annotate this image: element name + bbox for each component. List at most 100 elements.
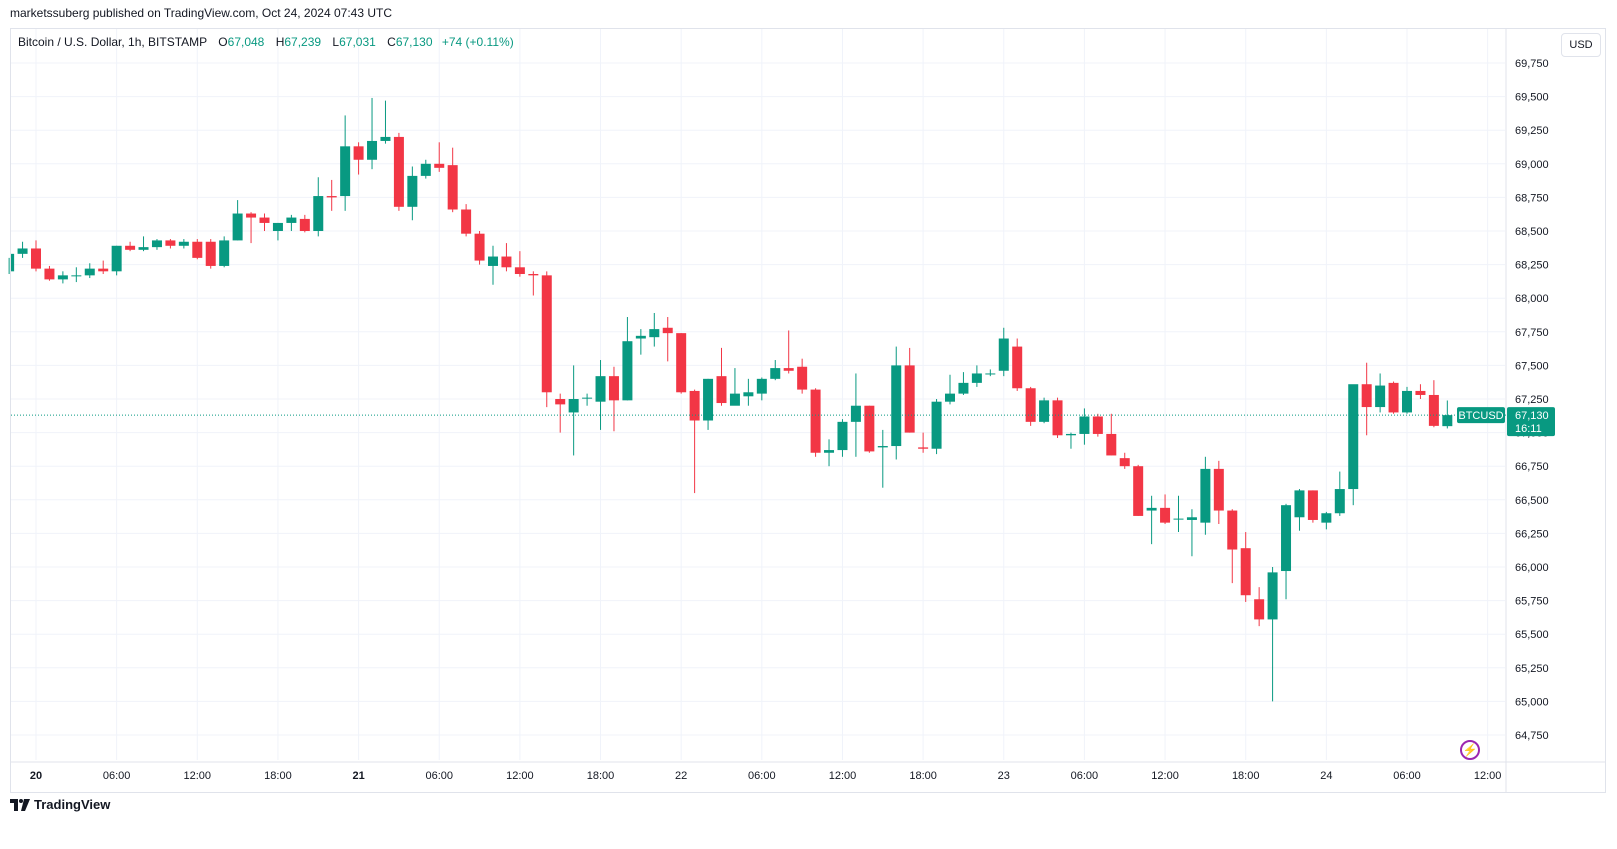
symbol-tag-label: BTCUSD	[1458, 410, 1503, 422]
legend-low: 67,031	[339, 35, 376, 49]
y-tick-label: 68,250	[1515, 260, 1549, 272]
tradingview-logo-icon	[10, 798, 30, 811]
candle-body	[1092, 416, 1103, 434]
y-tick-label: 66,500	[1515, 495, 1549, 507]
candle-body	[1200, 468, 1211, 523]
candle-body	[272, 222, 283, 231]
y-tick-label: 69,750	[1515, 58, 1549, 70]
x-tick-label: 12:00	[829, 770, 857, 782]
y-tick-label: 69,000	[1515, 159, 1549, 171]
candle-body	[407, 175, 418, 207]
candle-body	[918, 447, 929, 449]
y-tick-label: 65,500	[1515, 629, 1549, 641]
candle-body	[98, 268, 109, 272]
candle-body	[44, 268, 55, 280]
y-tick-label: 67,500	[1515, 360, 1549, 372]
candle-body	[1334, 489, 1345, 514]
candle-body	[743, 392, 754, 397]
candle-body	[313, 196, 324, 231]
candle-body	[608, 376, 619, 401]
y-tick-label: 69,250	[1515, 125, 1549, 137]
candle-body	[756, 378, 767, 394]
candle-body	[11, 253, 15, 272]
candle-body	[299, 218, 310, 231]
candle-body	[340, 146, 351, 197]
x-tick-label: 12:00	[1474, 770, 1502, 782]
x-tick-label: 06:00	[1393, 770, 1421, 782]
candle-body	[380, 136, 391, 141]
legend-high-label: H	[275, 35, 285, 49]
legend-open: 67,048	[227, 35, 265, 49]
candle-body	[1281, 505, 1292, 572]
candle-body	[1119, 458, 1130, 467]
candle-body	[353, 146, 364, 160]
lightning-icon[interactable]: ⚡	[1460, 740, 1480, 760]
x-tick-label: 20	[30, 770, 42, 782]
candle-body	[1348, 384, 1359, 490]
candle-body	[568, 399, 579, 413]
candle-body	[461, 209, 472, 234]
candle-body	[864, 405, 875, 452]
candle-body	[528, 274, 539, 276]
candle-body	[31, 248, 41, 269]
candle-body	[837, 421, 848, 451]
candle-body	[1186, 517, 1197, 520]
candle-body	[434, 163, 445, 168]
candle-body	[635, 335, 646, 339]
candle-body	[111, 245, 122, 272]
candle-body	[1267, 572, 1278, 620]
candles	[8, 97, 1453, 702]
candle-body	[1213, 468, 1224, 511]
candle-body	[286, 217, 297, 223]
candle-body	[1415, 390, 1426, 395]
candle-body	[246, 213, 257, 218]
y-tick-label: 64,750	[1515, 730, 1549, 742]
candle-body	[716, 376, 727, 404]
x-tick-label: 18:00	[264, 770, 292, 782]
candle-body	[205, 241, 216, 266]
candle-body	[1375, 385, 1386, 408]
legend-high: 67,239	[284, 35, 322, 49]
candle-body	[259, 217, 270, 223]
candle-body	[541, 275, 552, 393]
candle-body	[71, 275, 82, 277]
candle-body	[783, 368, 794, 371]
candle-body	[1039, 400, 1050, 422]
x-tick-label: 06:00	[748, 770, 776, 782]
candle-body	[447, 165, 458, 210]
candle-body	[649, 329, 660, 338]
y-tick-label: 68,000	[1515, 293, 1549, 305]
x-tick-label: 22	[675, 770, 687, 782]
x-tick-label: 18:00	[1232, 770, 1260, 782]
candle-body	[622, 341, 633, 401]
candle-body	[904, 365, 915, 433]
candle-body	[474, 233, 485, 261]
candle-body	[1173, 518, 1184, 520]
currency-button[interactable]: USD	[1561, 33, 1601, 57]
candle-body	[1160, 507, 1171, 523]
candle-body	[1065, 433, 1076, 436]
candle-body	[1052, 400, 1063, 436]
y-tick-label: 65,250	[1515, 663, 1549, 675]
candle-body	[676, 333, 687, 393]
candle-body	[555, 399, 566, 405]
footer-brand-text: TradingView	[34, 797, 111, 812]
x-tick-label: 12:00	[1151, 770, 1179, 782]
footer-brand[interactable]: TradingView	[10, 797, 110, 812]
candle-body	[57, 275, 68, 280]
candle-body	[595, 376, 606, 402]
candle-body	[514, 267, 525, 275]
symbol-tag-bg	[1457, 407, 1505, 424]
candle-body	[326, 196, 337, 198]
candle-body	[729, 393, 740, 406]
candle-body	[1428, 394, 1439, 426]
legend-open-label: O	[218, 35, 228, 49]
candle-body	[232, 213, 243, 241]
candle-body	[1146, 507, 1157, 511]
candle-body	[17, 248, 28, 254]
y-axis: 69,750 69,500 69,250 69,000 68,750 68,500 68,2…	[1515, 58, 1549, 742]
price-tag-countdown: 16:11	[1515, 423, 1542, 435]
publisher-caption: marketssuberg published on TradingView.c…	[10, 6, 392, 20]
